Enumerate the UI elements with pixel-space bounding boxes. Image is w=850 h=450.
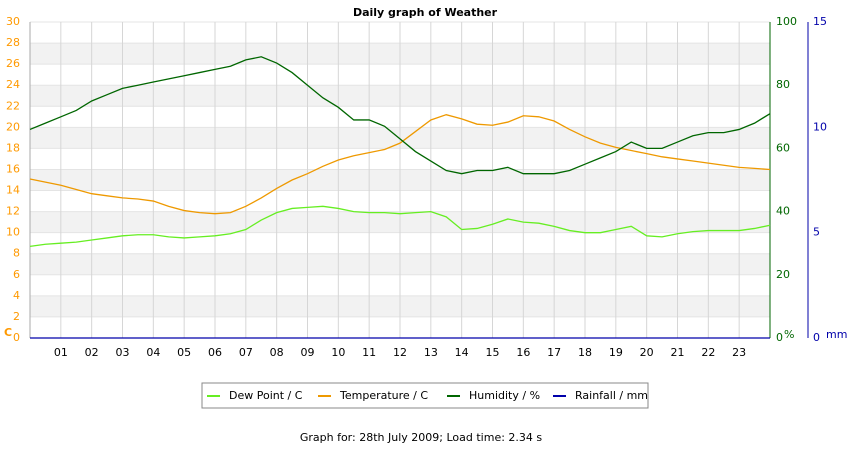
legend-label: Rainfall / mm bbox=[575, 389, 648, 402]
x-tick-label: 13 bbox=[424, 346, 438, 359]
x-tick-label: 15 bbox=[486, 346, 500, 359]
y2-tick-label: 0 bbox=[776, 331, 783, 344]
y-tick-label: 0 bbox=[13, 331, 20, 344]
x-tick-label: 07 bbox=[239, 346, 253, 359]
x-tick-label: 14 bbox=[455, 346, 469, 359]
y-tick-label: 24 bbox=[6, 78, 20, 91]
legend-label: Dew Point / C bbox=[229, 389, 303, 402]
y3-tick-label: 5 bbox=[813, 226, 820, 239]
x-tick-label: 03 bbox=[116, 346, 130, 359]
y3-tick-label: 0 bbox=[813, 331, 820, 344]
y2-tick-label: 60 bbox=[776, 141, 790, 154]
y-tick-label: 12 bbox=[6, 205, 20, 218]
x-tick-label: 18 bbox=[578, 346, 592, 359]
x-tick-label: 08 bbox=[270, 346, 284, 359]
y-tick-label: 6 bbox=[13, 268, 20, 281]
y2-tick-label: 20 bbox=[776, 268, 790, 281]
y2-tick-label: 40 bbox=[776, 205, 790, 218]
y-tick-label: 14 bbox=[6, 184, 20, 197]
y-tick-label: 10 bbox=[6, 226, 20, 239]
series-line bbox=[29, 205, 771, 248]
y-tick-label: 16 bbox=[6, 162, 20, 175]
y3-tick-label: 10 bbox=[813, 120, 827, 133]
x-tick-label: 19 bbox=[609, 346, 623, 359]
y2-axis-label: % bbox=[784, 328, 794, 341]
x-tick-label: 06 bbox=[208, 346, 222, 359]
y-tick-label: 18 bbox=[6, 141, 20, 154]
x-tick-label: 17 bbox=[547, 346, 561, 359]
x-tick-label: 22 bbox=[701, 346, 715, 359]
x-tick-label: 10 bbox=[331, 346, 345, 359]
x-tick-label: 09 bbox=[301, 346, 315, 359]
x-tick-label: 23 bbox=[732, 346, 746, 359]
y-axis-label: C bbox=[4, 326, 12, 339]
series-line bbox=[29, 114, 771, 215]
y-tick-label: 28 bbox=[6, 36, 20, 49]
y-tick-label: 26 bbox=[6, 57, 20, 70]
y2-tick-label: 80 bbox=[776, 78, 790, 91]
y-tick-label: 22 bbox=[6, 99, 20, 112]
series-line bbox=[29, 56, 771, 175]
y3-axis-label: mm bbox=[826, 328, 847, 341]
chart-title: Daily graph of Weather bbox=[353, 6, 498, 19]
x-tick-label: 05 bbox=[177, 346, 191, 359]
x-tick-label: 16 bbox=[516, 346, 530, 359]
x-tick-label: 21 bbox=[671, 346, 685, 359]
x-tick-label: 04 bbox=[146, 346, 160, 359]
y-tick-label: 30 bbox=[6, 15, 20, 28]
x-tick-label: 02 bbox=[85, 346, 99, 359]
y-tick-label: 4 bbox=[13, 289, 20, 302]
y2-tick-label: 100 bbox=[776, 15, 797, 28]
legend-label: Humidity / % bbox=[469, 389, 540, 402]
legend-box bbox=[201, 382, 649, 409]
y-tick-label: 8 bbox=[13, 247, 20, 260]
y-tick-label: 20 bbox=[6, 120, 20, 133]
y3-tick-label: 15 bbox=[813, 15, 827, 28]
y-tick-label: 2 bbox=[13, 310, 20, 323]
x-tick-label: 20 bbox=[640, 346, 654, 359]
legend-label: Temperature / C bbox=[339, 389, 428, 402]
x-tick-label: 11 bbox=[362, 346, 376, 359]
x-tick-label: 01 bbox=[54, 346, 68, 359]
x-tick-label: 12 bbox=[393, 346, 407, 359]
footer: Graph for: 28th July 2009; Load time: 2.… bbox=[300, 431, 543, 444]
